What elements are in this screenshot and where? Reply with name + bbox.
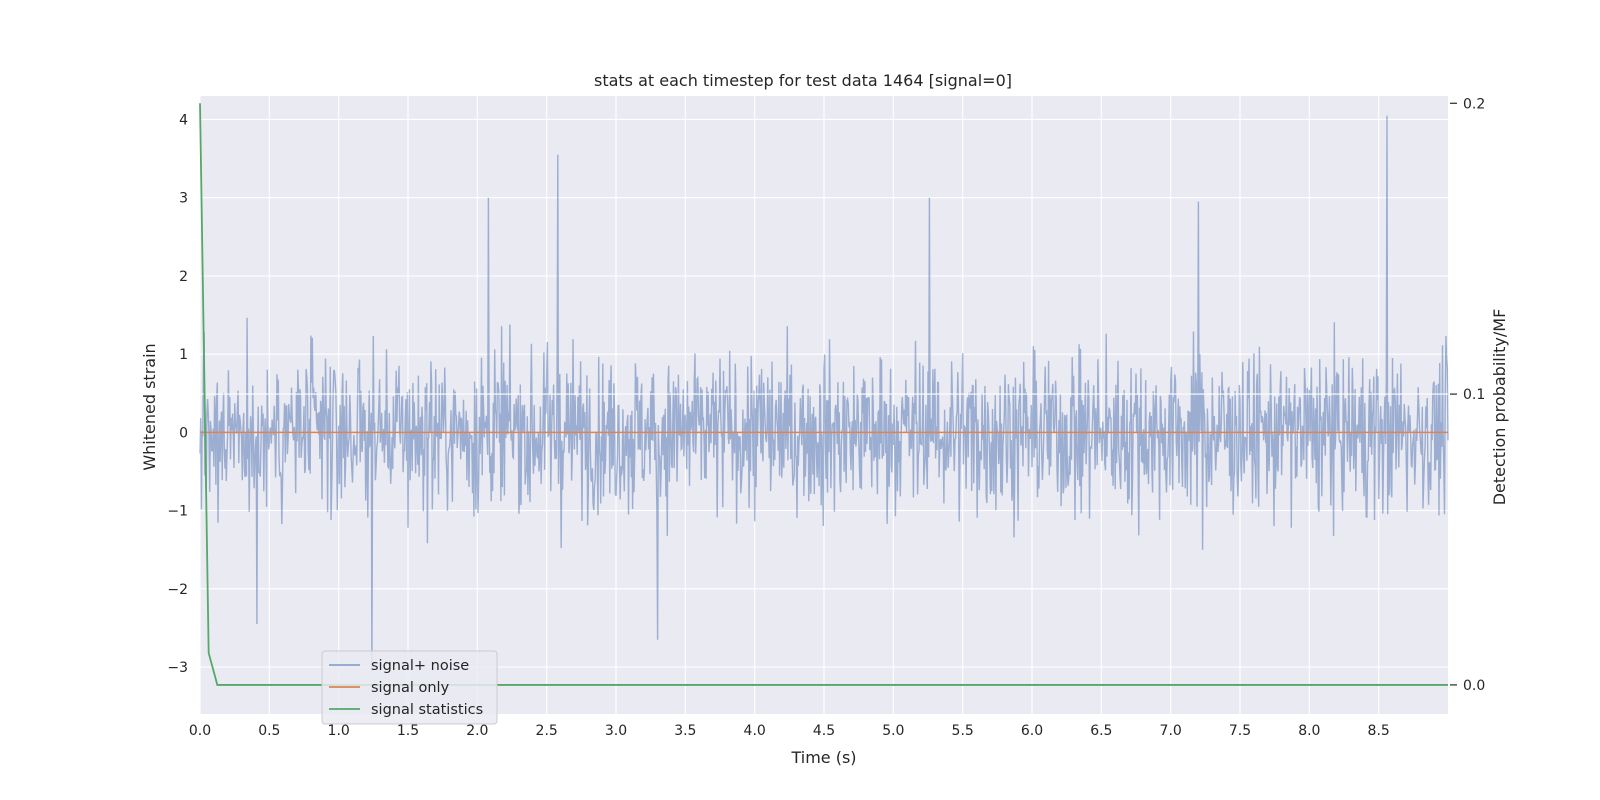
x-tick-label: 7.5 bbox=[1229, 723, 1251, 739]
ticks: 0.0 0.5 1.0 1.5 2.0 2.5 3.0 3.5 4.0 4.5 5.0 5.5 6.0 6… bbox=[167, 96, 1485, 739]
y-tick-label: 2 bbox=[179, 269, 188, 285]
x-tick-label: 6.0 bbox=[1021, 723, 1043, 739]
y-axis-label: Whitened strain bbox=[140, 343, 159, 470]
legend-box bbox=[321, 650, 498, 725]
x-tick-label: 2.0 bbox=[466, 723, 488, 739]
x-tick-label: 6.5 bbox=[1090, 723, 1112, 739]
x-tick-label: 3.0 bbox=[605, 723, 627, 739]
legend-label-signal-only: signal only bbox=[371, 680, 450, 696]
chart-title: stats at each timestep for test data 146… bbox=[594, 71, 1012, 90]
x-tick-label: 4.0 bbox=[744, 723, 766, 739]
legend-label-signal-noise: signal+ noise bbox=[371, 658, 469, 674]
x-tick-label: 7.0 bbox=[1160, 723, 1182, 739]
y-tick-label: 3 bbox=[179, 191, 188, 207]
y2-tick-label: 0.1 bbox=[1463, 387, 1485, 403]
y-tick-label: 1 bbox=[179, 347, 188, 363]
x-tick-label: 0.5 bbox=[258, 723, 280, 739]
y2-tick-label: 0.2 bbox=[1463, 96, 1485, 112]
y2-axis-label: Detection probability/MF bbox=[1490, 309, 1509, 506]
x-tick-label: 5.0 bbox=[882, 723, 904, 739]
y2-tick-label: 0.0 bbox=[1463, 678, 1485, 694]
x-tick-label: 2.5 bbox=[536, 723, 558, 739]
x-tick-label: 3.5 bbox=[674, 723, 696, 739]
legend: signal+ noise signal only signal statist… bbox=[321, 650, 498, 725]
y-tick-label: −1 bbox=[167, 504, 188, 520]
x-tick-label: 1.0 bbox=[328, 723, 350, 739]
x-tick-label: 4.5 bbox=[813, 723, 835, 739]
x-tick-label: 8.0 bbox=[1298, 723, 1320, 739]
x-tick-label: 5.5 bbox=[952, 723, 974, 739]
legend-label-signal-statistics: signal statistics bbox=[371, 702, 483, 718]
y-tick-label: 0 bbox=[179, 425, 188, 441]
y-tick-label: −3 bbox=[167, 660, 188, 676]
x-tick-label: 8.5 bbox=[1368, 723, 1390, 739]
x-axis-label: Time (s) bbox=[790, 748, 856, 767]
y-tick-label: 4 bbox=[179, 112, 188, 128]
series-signal-noise-line bbox=[199, 115, 1449, 672]
x-tick-label: 0.0 bbox=[189, 723, 211, 739]
y-tick-label: −2 bbox=[167, 582, 188, 598]
x-tick-label: 1.5 bbox=[397, 723, 419, 739]
